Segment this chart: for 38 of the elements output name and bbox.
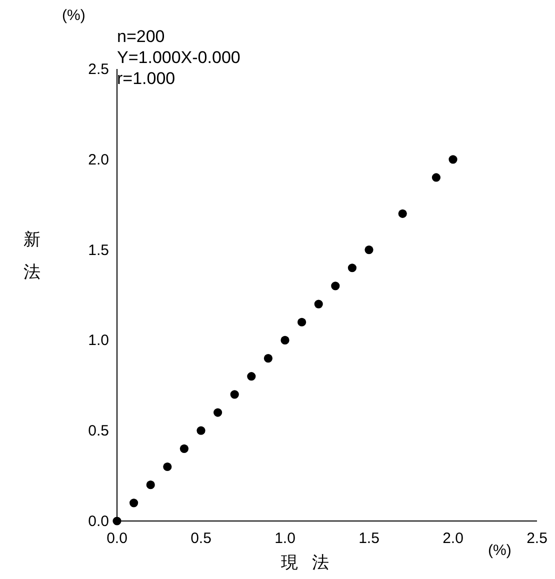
y-tick-label: 1.0 [88, 332, 109, 350]
point [298, 318, 306, 326]
point [247, 372, 256, 381]
y-tick-label: 2.0 [88, 151, 109, 168]
y-tick-label: 1.5 [88, 242, 109, 259]
x-tick-label: 1.0 [274, 530, 296, 547]
point [214, 408, 222, 417]
point [398, 209, 407, 218]
point [146, 480, 155, 490]
x-tick-label: 2.5 [526, 530, 548, 547]
text: (%) [488, 542, 512, 559]
point [280, 336, 290, 344]
text: (%) [62, 7, 86, 24]
y-tick-label: 0.5 [88, 422, 109, 440]
x-axis-title: 現法 [281, 553, 343, 572]
point [163, 462, 172, 472]
y-tick-label: 2.5 [88, 61, 109, 78]
point [196, 426, 206, 435]
annotation: r=1.000 [117, 69, 176, 88]
text: n=200 [117, 27, 165, 46]
point [230, 390, 239, 399]
point [130, 498, 138, 508]
point [448, 155, 458, 164]
point [112, 516, 122, 526]
point [432, 173, 440, 182]
x-tick-label: 0.5 [190, 530, 212, 547]
point [264, 354, 272, 363]
x-tick-label: 1.5 [358, 530, 380, 547]
y-axis-title: 新法 [24, 230, 40, 282]
point [180, 444, 188, 453]
point [314, 300, 323, 308]
x-tick-label: 0.0 [106, 530, 128, 547]
point [331, 282, 340, 290]
y-tick-label: 0.0 [88, 513, 109, 530]
point [364, 246, 374, 254]
point [348, 264, 356, 272]
text: Y=1.000X-0.000 [117, 48, 240, 67]
x-tick-label: 2.0 [442, 530, 464, 547]
